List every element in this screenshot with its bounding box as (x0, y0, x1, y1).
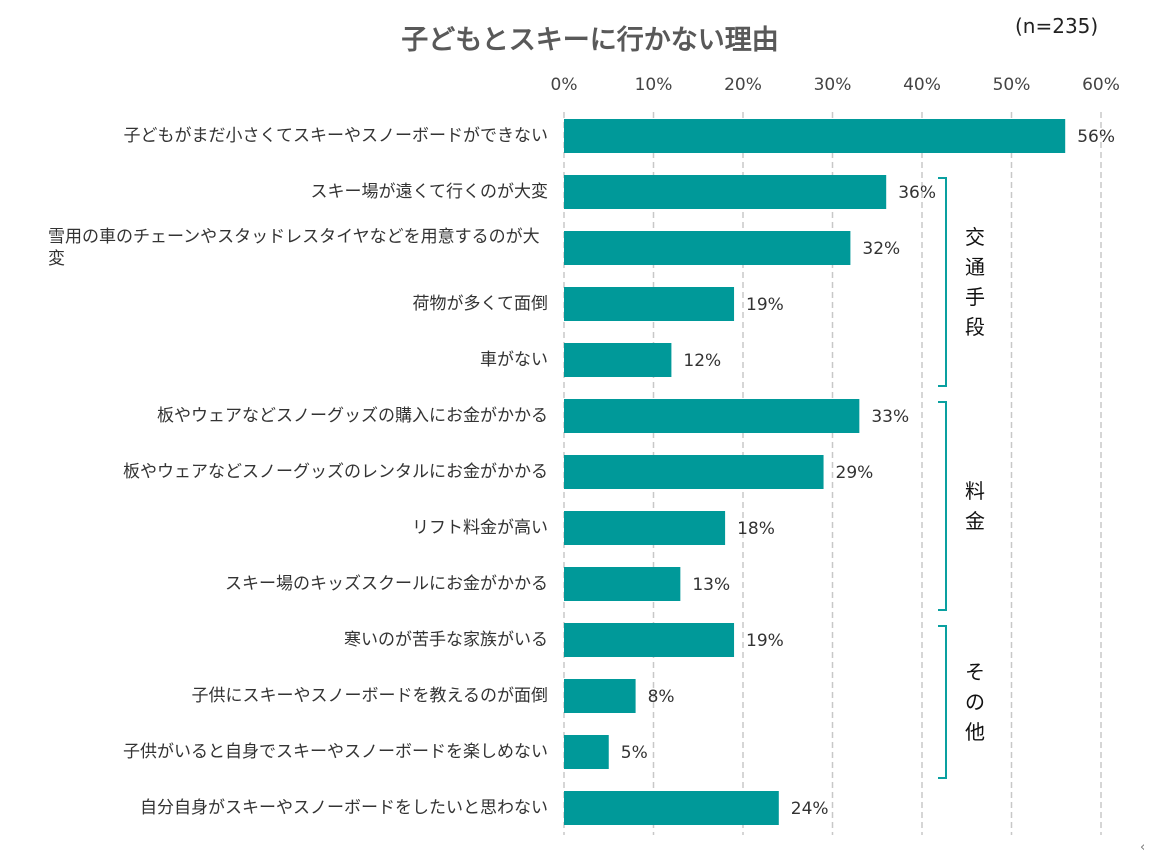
data-label: 19% (746, 631, 784, 651)
sample-size-note: (n=235) (1015, 14, 1099, 38)
category-label: 雪用の車のチェーンやスタッドレスタイヤなどを用意するのが大変 (48, 227, 540, 269)
category-label: 子供にスキーやスノーボードを教えるのが面倒 (191, 686, 549, 706)
bar (564, 791, 779, 825)
bar (564, 175, 887, 209)
bar (564, 679, 636, 713)
bar (564, 735, 609, 769)
arrow-left-icon[interactable]: ‹ (1140, 840, 1146, 855)
category-label: リフト料金が高い (412, 518, 548, 538)
data-label: 13% (692, 575, 730, 595)
bar (564, 343, 672, 377)
x-tick-label: 30% (814, 75, 852, 95)
data-label: 12% (683, 351, 721, 371)
bar (564, 399, 860, 433)
data-label: 24% (791, 799, 829, 819)
group-bracket (938, 401, 947, 611)
group-label: 料金 (965, 479, 985, 533)
bar (564, 455, 824, 489)
bar (564, 511, 726, 545)
category-label: 板やウェアなどスノーグッズの購入にお金がかかる (157, 406, 548, 426)
category-label: 車がない (480, 350, 548, 370)
data-label: 19% (746, 295, 784, 315)
x-tick-label: 60% (1082, 75, 1120, 95)
category-label: 子供がいると自身でスキーやスノーボードを楽しめない (123, 742, 548, 762)
x-tick-label: 40% (903, 75, 941, 95)
x-tick-label: 50% (993, 75, 1031, 95)
data-label: 5% (621, 743, 648, 763)
category-label: 荷物が多くて面倒 (412, 294, 549, 314)
chart-title: 子どもとスキーに行かない理由 (401, 25, 779, 56)
group-label: 交通手段 (965, 225, 985, 339)
category-label: 板やウェアなどスノーグッズのレンタルにお金がかかる (123, 462, 548, 482)
bar (564, 119, 1066, 153)
bar (564, 231, 851, 265)
data-label: 29% (836, 463, 874, 483)
x-tick-label: 10% (635, 75, 673, 95)
category-label: 寒いのが苦手な家族がいる (344, 630, 548, 650)
data-label: 56% (1077, 127, 1115, 147)
data-label: 32% (862, 239, 900, 259)
bar (564, 623, 735, 657)
x-tick-label: 20% (724, 75, 762, 95)
data-label: 36% (898, 183, 936, 203)
group-label: その他 (965, 660, 985, 744)
data-label: 8% (648, 687, 675, 707)
category-label: 子どもがまだ小さくてスキーやスノーボードができない (123, 126, 549, 146)
category-label: スキー場が遠くて行くのが大変 (310, 182, 549, 202)
group-bracket (938, 625, 947, 779)
bar (564, 567, 681, 601)
data-label: 18% (737, 519, 775, 539)
category-label: 自分自身がスキーやスノーボードをしたいと思わない (140, 798, 548, 818)
bar (564, 287, 735, 321)
category-label: スキー場のキッズスクールにお金がかかる (225, 574, 548, 594)
x-tick-label: 0% (551, 75, 578, 95)
data-label: 33% (871, 407, 909, 427)
group-bracket (938, 177, 947, 387)
